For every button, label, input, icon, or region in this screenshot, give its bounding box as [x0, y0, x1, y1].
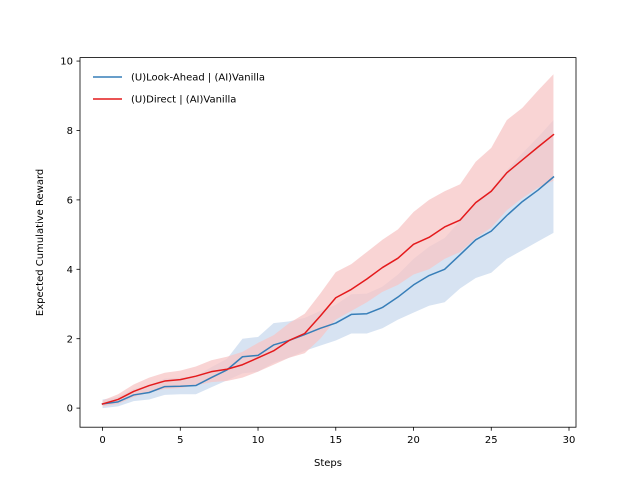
series-1-band — [102, 120, 554, 409]
y-axis-ticks: 0 2 4 6 8 10 — [60, 57, 80, 415]
legend-label-2: (U)Direct | (AI)Vanilla — [131, 95, 236, 106]
x-tick-label: 0 — [99, 435, 105, 446]
y-tick-label: 6 — [67, 195, 73, 206]
x-tick-label: 15 — [329, 435, 342, 446]
x-tick-label: 20 — [407, 435, 420, 446]
legend: (U)Look-Ahead | (AI)Vanilla (U)Direct | (… — [93, 73, 265, 106]
y-tick-label: 0 — [67, 404, 73, 415]
plot-area-frame — [79, 57, 577, 428]
y-tick-label: 2 — [67, 334, 73, 345]
x-tick-label: 5 — [177, 435, 183, 446]
y-axis-label: Expected Cumulative Reward — [35, 169, 46, 316]
x-tick-label: 25 — [485, 435, 498, 446]
series-lines — [101, 133, 555, 405]
x-axis-ticks: 0 5 10 15 20 25 30 — [99, 427, 575, 446]
y-tick-label: 8 — [67, 126, 73, 137]
confidence-bands — [102, 74, 554, 409]
series-2-band — [102, 74, 554, 407]
y-tick-label: 4 — [67, 265, 73, 276]
series-1-line — [101, 175, 555, 405]
series-2-line — [101, 133, 555, 405]
y-tick-label: 10 — [60, 57, 73, 68]
x-tick-label: 10 — [252, 435, 265, 446]
legend-label-1: (U)Look-Ahead | (AI)Vanilla — [131, 73, 265, 84]
x-tick-label: 30 — [563, 435, 576, 446]
x-axis-label: Steps — [314, 458, 342, 469]
